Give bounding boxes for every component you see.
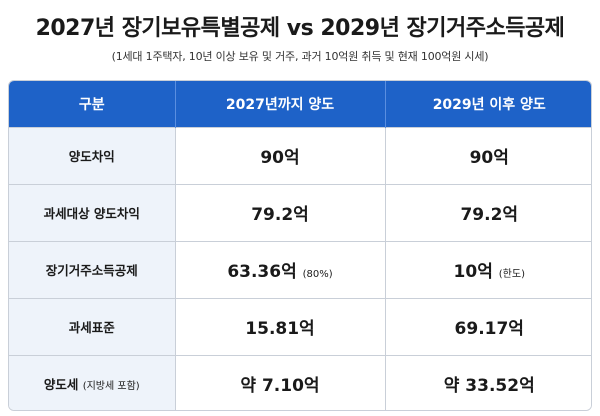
value-2029-text: 79.2억 <box>460 205 519 225</box>
row-label-note: (지방세 포함) <box>82 381 140 393</box>
table-header-row: 구분 2027년까지 양도 2029년 이후 양도 <box>9 81 591 127</box>
row-label: 과세표준 <box>9 297 176 355</box>
page-title: 2027년 장기보유특별공제 vs 2029년 장기거주소득공제 <box>35 16 565 41</box>
page-subtitle: (1세대 1주택자, 10년 이상 보유 및 거주, 과거 10억원 취득 및 … <box>111 50 489 63</box>
row-label: 양도세 (지방세 포함) <box>9 354 176 410</box>
table-row: 과세표준 15.81억 69.17억 <box>9 297 591 355</box>
value-2027-text: 79.2억 <box>251 205 309 225</box>
value-2027-text: 15.81억 <box>245 319 315 339</box>
table-row: 과세대상 양도차익 79.2억 79.2억 <box>9 183 591 241</box>
value-2027: 79.2억 <box>175 183 386 241</box>
value-2027-text: 90억 <box>260 148 300 168</box>
value-2027: 90억 <box>175 126 386 184</box>
comparison-table: 구분 2027년까지 양도 2029년 이후 양도 양도차익 90억 90억 과… <box>9 81 591 410</box>
value-2029-note: (한도) <box>498 269 525 280</box>
value-2027: 63.36억 (80%) <box>175 240 386 298</box>
value-2029: 90억 <box>385 126 591 184</box>
row-label-text: 과세대상 양도차익 <box>43 206 140 221</box>
header-category: 구분 <box>9 81 176 127</box>
row-label: 과세대상 양도차익 <box>9 183 176 241</box>
header-2027: 2027년까지 양도 <box>175 81 386 127</box>
row-label: 양도차익 <box>9 126 176 184</box>
value-2027: 15.81억 <box>175 297 386 355</box>
value-2027-text: 63.36억 <box>227 262 297 282</box>
value-2029: 약 33.52억 <box>385 354 591 410</box>
row-label-text: 양도세 <box>43 377 79 393</box>
table-row: 양도세 (지방세 포함) 약 7.10억 약 33.52억 <box>9 354 591 410</box>
value-2029: 10억 (한도) <box>385 240 591 298</box>
row-label-text: 양도차익 <box>68 149 115 164</box>
table-row: 장기거주소득공제 63.36억 (80%) 10억 (한도) <box>9 240 591 298</box>
value-2029-text: 69.17억 <box>454 319 524 339</box>
row-label-text: 장기거주소득공제 <box>45 263 138 278</box>
header-2029: 2029년 이후 양도 <box>385 81 591 127</box>
row-label: 장기거주소득공제 <box>9 240 176 298</box>
value-2029-text: 90억 <box>469 148 509 168</box>
value-2027: 약 7.10억 <box>175 354 386 410</box>
comparison-table-container: 구분 2027년까지 양도 2029년 이후 양도 양도차익 90억 90억 과… <box>8 80 592 411</box>
row-label-text: 과세표준 <box>68 320 115 335</box>
value-2029: 69.17억 <box>385 297 591 355</box>
value-2029-text: 약 33.52억 <box>443 376 535 397</box>
value-2029-text: 10억 <box>453 262 493 282</box>
value-2027-note: (80%) <box>302 269 333 280</box>
table-row: 양도차익 90억 90억 <box>9 126 591 184</box>
value-2027-text: 약 7.10억 <box>240 376 320 397</box>
value-2029: 79.2억 <box>385 183 591 241</box>
